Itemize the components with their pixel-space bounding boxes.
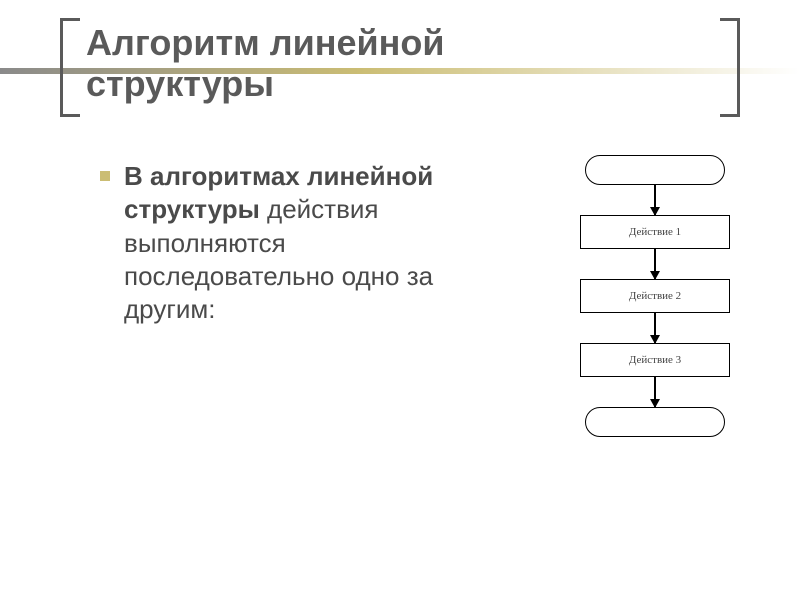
flow-process-2: Действие 2 [580, 279, 730, 313]
body-paragraph: В алгоритмах линейной структуры действия… [124, 160, 460, 326]
flow-arrow [654, 185, 656, 215]
title-line-1: Алгоритм линейной [86, 22, 445, 63]
title-bracket-right [720, 18, 740, 117]
body-text-block: В алгоритмах линейной структуры действия… [100, 160, 460, 326]
flow-end-terminator [585, 407, 725, 437]
flow-process-3: Действие 3 [580, 343, 730, 377]
flowchart: Действие 1 Действие 2 Действие 3 [560, 155, 750, 437]
flow-arrow [654, 313, 656, 343]
flow-arrow [654, 249, 656, 279]
slide-title: Алгоритм линейной структуры [60, 18, 740, 117]
title-area: Алгоритм линейной структуры [60, 18, 740, 117]
flow-start-terminator [585, 155, 725, 185]
bullet-row: В алгоритмах линейной структуры действия… [100, 160, 460, 326]
slide: Алгоритм линейной структуры В алгоритмах… [0, 0, 800, 600]
title-line-2: структуры [86, 63, 274, 104]
flow-arrow [654, 377, 656, 407]
flow-process-1: Действие 1 [580, 215, 730, 249]
title-bracket-left [60, 18, 80, 117]
square-bullet-icon [100, 171, 110, 181]
